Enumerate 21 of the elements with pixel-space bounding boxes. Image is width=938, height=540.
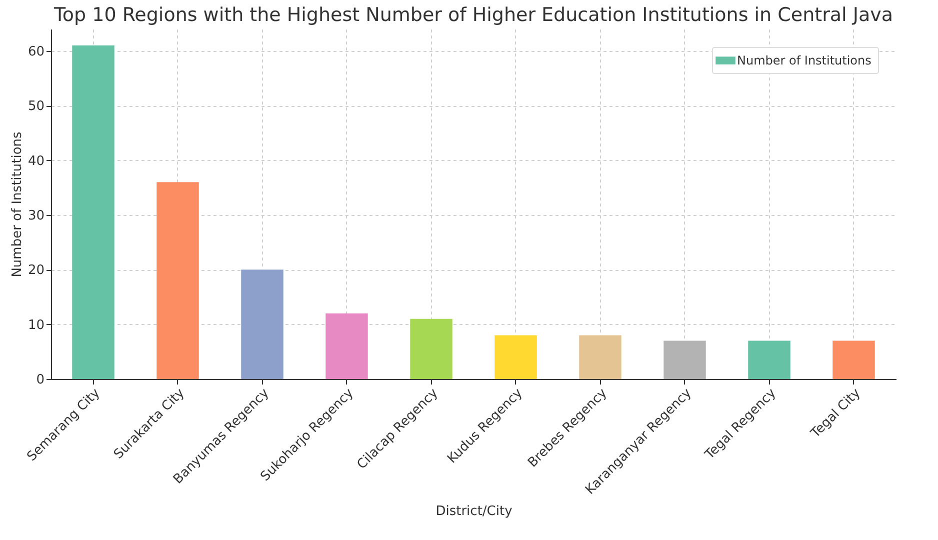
y-tick-label: 50 <box>28 99 44 114</box>
y-tick-label: 30 <box>28 208 44 224</box>
bar <box>748 340 790 379</box>
y-tick-label: 60 <box>28 44 44 60</box>
bar <box>832 340 875 379</box>
bar <box>494 335 537 379</box>
bar <box>579 335 622 379</box>
y-tick-label: 0 <box>36 372 44 388</box>
bar <box>241 270 284 379</box>
x-axis-title: District/City <box>436 504 513 519</box>
y-axis-title: Number of Institutions <box>10 131 25 278</box>
legend-label: Number of Institutions <box>737 54 872 68</box>
y-tick-label: 20 <box>28 263 44 278</box>
bar <box>326 313 368 379</box>
y-tick-label: 10 <box>28 318 44 333</box>
bar <box>72 45 114 379</box>
bar <box>410 318 452 379</box>
chart-title: Top 10 Regions with the Highest Number of Higher Education Institutions in Central Java <box>53 4 893 26</box>
bar <box>664 340 706 379</box>
bar <box>156 182 199 379</box>
y-tick-label: 40 <box>28 154 44 169</box>
